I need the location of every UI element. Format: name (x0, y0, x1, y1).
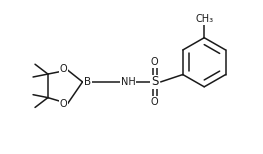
Text: B: B (84, 77, 91, 87)
Text: O: O (60, 99, 68, 109)
Text: S: S (151, 75, 158, 88)
Text: CH₃: CH₃ (195, 14, 213, 24)
Text: O: O (60, 64, 68, 74)
Text: O: O (151, 97, 159, 107)
Text: NH: NH (121, 77, 135, 87)
Text: O: O (151, 57, 159, 67)
